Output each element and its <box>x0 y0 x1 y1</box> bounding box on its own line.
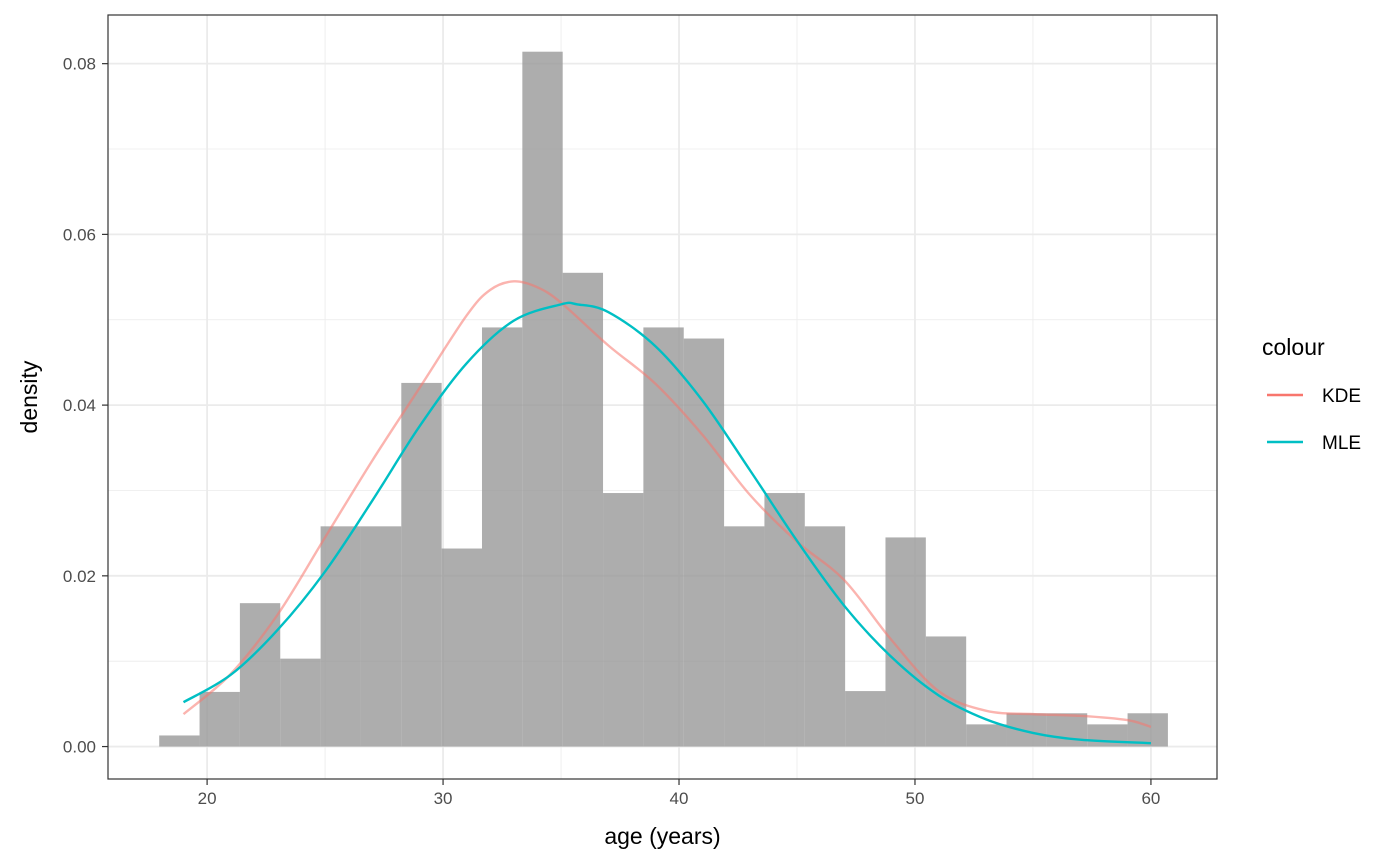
histogram-bar <box>441 548 482 747</box>
histogram-bar <box>1046 713 1088 747</box>
y-axis: 0.00 0.02 0.04 0.06 0.08 <box>63 55 108 757</box>
histogram-bar <box>1006 713 1047 747</box>
y-tick-label: 0.02 <box>63 567 96 586</box>
histogram-bar <box>481 327 523 747</box>
histogram-bar <box>239 603 281 747</box>
histogram-bar <box>280 658 321 747</box>
x-tick-label: 30 <box>434 789 453 808</box>
y-tick-label: 0.00 <box>63 738 96 757</box>
histogram-bar <box>643 327 684 747</box>
x-tick-label: 20 <box>198 789 217 808</box>
histogram-bar <box>1127 713 1168 747</box>
y-tick-label: 0.06 <box>63 225 96 244</box>
histogram-bar <box>401 382 442 747</box>
histogram-bar <box>320 526 361 747</box>
x-axis: 20 30 40 50 60 <box>198 779 1160 808</box>
histogram-bar <box>562 272 604 747</box>
y-tick-label: 0.04 <box>63 396 96 415</box>
histogram-bar <box>885 537 926 747</box>
legend: colour KDE MLE <box>1262 334 1361 454</box>
legend-label: MLE <box>1322 433 1361 454</box>
histogram-bar <box>845 691 886 747</box>
histogram-bar <box>199 691 240 747</box>
histogram-bar <box>1087 724 1128 747</box>
histogram-bar <box>966 724 1007 747</box>
series-line-kde <box>182 280 1152 729</box>
x-axis-title: age (years) <box>604 823 720 849</box>
legend-title: colour <box>1262 334 1325 360</box>
y-tick-label: 0.08 <box>63 55 96 74</box>
histogram-bar <box>360 526 402 747</box>
panel-border <box>107 14 1218 780</box>
histogram-bar <box>603 493 644 747</box>
series-line-mle <box>182 301 1151 745</box>
histogram-bar <box>724 526 765 747</box>
histogram-bar <box>764 493 805 747</box>
y-axis-title: density <box>16 360 42 433</box>
x-tick-label: 40 <box>670 789 689 808</box>
density-lines <box>182 280 1152 745</box>
histogram-bar <box>159 735 200 747</box>
histogram-bars <box>159 51 1168 747</box>
legend-label: KDE <box>1322 386 1361 407</box>
x-tick-label: 50 <box>906 789 925 808</box>
x-tick-label: 60 <box>1141 789 1160 808</box>
histogram-bar <box>683 338 725 747</box>
histogram-bar <box>522 51 563 747</box>
